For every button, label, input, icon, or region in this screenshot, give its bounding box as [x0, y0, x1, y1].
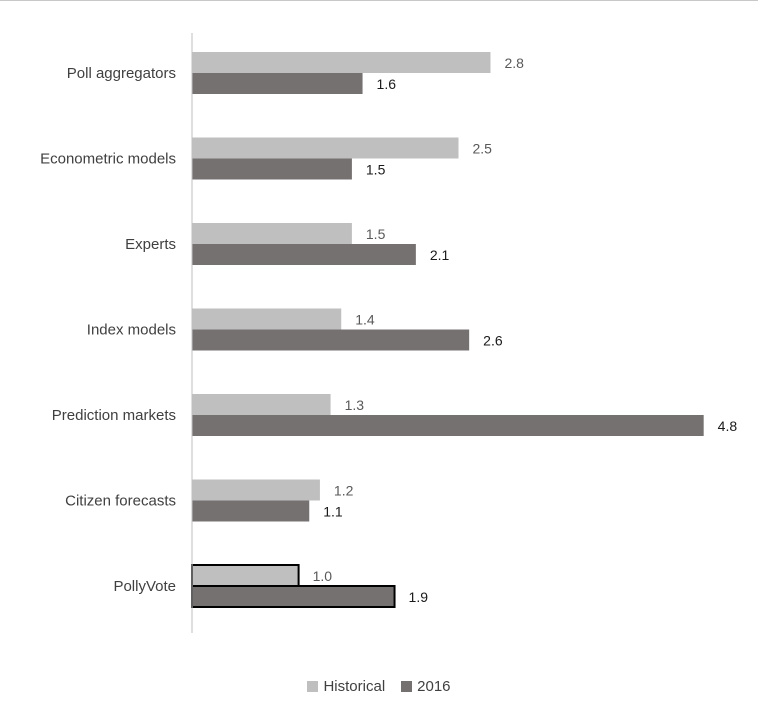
bar-2016-experts	[192, 244, 416, 265]
category-label-poll-aggregators: Poll aggregators	[67, 65, 176, 82]
data-label-2016-pollyvote: 1.9	[409, 589, 429, 605]
data-label-2016-citizen-forecasts: 1.1	[323, 504, 343, 520]
bar-historical-pollyvote	[191, 564, 300, 587]
category-label-citizen-forecasts: Citizen forecasts	[65, 493, 176, 510]
top-border-line	[0, 0, 758, 1]
bar-2016-index-models	[192, 329, 470, 351]
data-label-historical-citizen-forecasts: 1.2	[334, 483, 354, 499]
bar-historical-index-models	[192, 308, 342, 330]
data-label-historical-prediction-markets: 1.3	[345, 397, 365, 413]
data-label-historical-poll-aggregators: 2.8	[504, 55, 524, 71]
bar-2016-pollyvote	[191, 585, 396, 608]
legend-swatch-2016	[401, 680, 413, 692]
data-label-2016-econometric-models: 1.5	[366, 162, 386, 178]
legend-item-historical: Historical	[307, 678, 385, 695]
bar-historical-prediction-markets	[192, 394, 331, 415]
bar-historical-citizen-forecasts	[192, 479, 320, 501]
legend-item-2016: 2016	[401, 677, 451, 695]
bar-historical-econometric-models	[192, 137, 459, 159]
category-label-pollyvote: PollyVote	[113, 578, 176, 595]
data-label-2016-index-models: 2.6	[483, 333, 503, 349]
legend: Historical 2016	[0, 676, 758, 696]
category-label-prediction-markets: Prediction markets	[52, 407, 176, 424]
data-label-historical-econometric-models: 2.5	[473, 141, 493, 157]
legend-label-2016: 2016	[417, 677, 451, 695]
category-label-econometric-models: Econometric models	[40, 151, 176, 168]
legend-swatch-historical	[307, 680, 319, 692]
bar-2016-citizen-forecasts	[192, 500, 310, 522]
bar-2016-econometric-models	[192, 158, 352, 180]
data-label-historical-pollyvote: 1.0	[313, 568, 333, 584]
legend-label-historical: Historical	[323, 677, 386, 695]
bar-historical-experts	[192, 223, 352, 244]
data-label-2016-experts: 2.1	[430, 247, 450, 263]
category-label-index-models: Index models	[87, 322, 176, 339]
bar-2016-prediction-markets	[192, 415, 704, 436]
category-label-experts: Experts	[125, 236, 176, 253]
data-label-historical-index-models: 1.4	[355, 312, 375, 328]
data-label-2016-poll-aggregators: 1.6	[377, 76, 397, 92]
bar-chart: Poll aggregators 2.8 1.6 Econometric models…	[40, 33, 738, 633]
data-label-historical-experts: 1.5	[366, 226, 386, 242]
data-label-2016-prediction-markets: 4.8	[718, 418, 738, 434]
bar-2016-poll-aggregators	[192, 73, 363, 94]
bar-historical-poll-aggregators	[192, 52, 491, 73]
